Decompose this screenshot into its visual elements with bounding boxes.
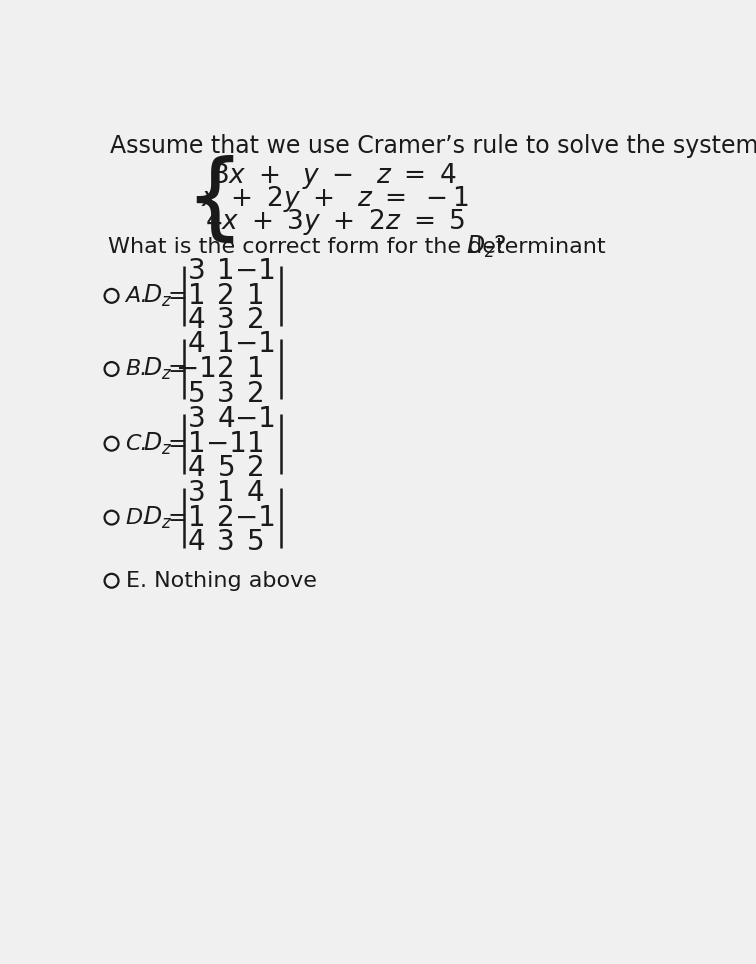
Text: 1: 1 — [188, 281, 206, 309]
Text: $x\ +\ 2y\ +\ \ z\ =\ −1$: $x\ +\ 2y\ +\ \ z\ =\ −1$ — [200, 184, 469, 214]
Text: 1: 1 — [247, 281, 265, 309]
Text: 1: 1 — [218, 257, 235, 285]
Text: 2: 2 — [218, 355, 235, 383]
Text: B.: B. — [125, 359, 148, 379]
Text: 1: 1 — [188, 430, 206, 458]
Text: 3: 3 — [188, 405, 206, 433]
Text: =: = — [167, 506, 187, 529]
Text: 1: 1 — [218, 479, 235, 507]
Text: 3: 3 — [218, 528, 235, 556]
Text: E. Nothing above: E. Nothing above — [125, 571, 316, 591]
Text: 4: 4 — [247, 479, 265, 507]
Text: C.: C. — [125, 434, 148, 454]
Text: $\{$: $\{$ — [184, 154, 234, 245]
Text: $D_z$: $D_z$ — [143, 282, 172, 308]
Text: $D_z$: $D_z$ — [143, 504, 172, 531]
Text: What is the correct form for the determinant: What is the correct form for the determi… — [108, 237, 613, 257]
Text: −1: −1 — [235, 331, 276, 359]
Text: Assume that we use Cramer’s rule to solve the system: Assume that we use Cramer’s rule to solv… — [110, 134, 756, 158]
Text: −1: −1 — [235, 405, 276, 433]
Text: D.: D. — [125, 508, 150, 527]
Text: $D_z$: $D_z$ — [143, 356, 172, 382]
Text: =: = — [167, 357, 187, 381]
Text: 4: 4 — [188, 331, 206, 359]
Text: 1: 1 — [247, 430, 265, 458]
Text: =: = — [167, 432, 187, 456]
Text: 3: 3 — [218, 380, 235, 408]
Text: $3x\ +\ \ y\ −\ \ z\ =\ 4$: $3x\ +\ \ y\ −\ \ z\ =\ 4$ — [212, 161, 457, 191]
Text: 4: 4 — [188, 528, 206, 556]
Text: −1: −1 — [235, 257, 276, 285]
Text: A.: A. — [125, 286, 148, 306]
Text: 3: 3 — [188, 479, 206, 507]
Text: 5: 5 — [188, 380, 206, 408]
Text: $D_z$: $D_z$ — [143, 431, 172, 457]
Text: 4: 4 — [218, 405, 235, 433]
Text: $4x\ +\ 3y\ +\ 2z\ =\ 5$: $4x\ +\ 3y\ +\ 2z\ =\ 5$ — [205, 207, 465, 237]
Text: =: = — [167, 283, 187, 308]
Text: −1: −1 — [235, 503, 276, 531]
Text: −1: −1 — [176, 355, 217, 383]
Text: 1: 1 — [188, 503, 206, 531]
Text: 4: 4 — [188, 307, 206, 335]
Text: 2: 2 — [218, 281, 235, 309]
Text: 3: 3 — [218, 307, 235, 335]
Text: 2: 2 — [247, 307, 265, 335]
Text: 1: 1 — [218, 331, 235, 359]
Text: 3: 3 — [188, 257, 206, 285]
Text: 5: 5 — [247, 528, 265, 556]
Text: $D_z$?: $D_z$? — [466, 234, 507, 260]
Text: 4: 4 — [188, 454, 206, 482]
Text: 2: 2 — [247, 454, 265, 482]
Text: 2: 2 — [218, 503, 235, 531]
Text: −1: −1 — [206, 430, 246, 458]
Text: 1: 1 — [247, 355, 265, 383]
Text: 5: 5 — [218, 454, 235, 482]
Text: 2: 2 — [247, 380, 265, 408]
